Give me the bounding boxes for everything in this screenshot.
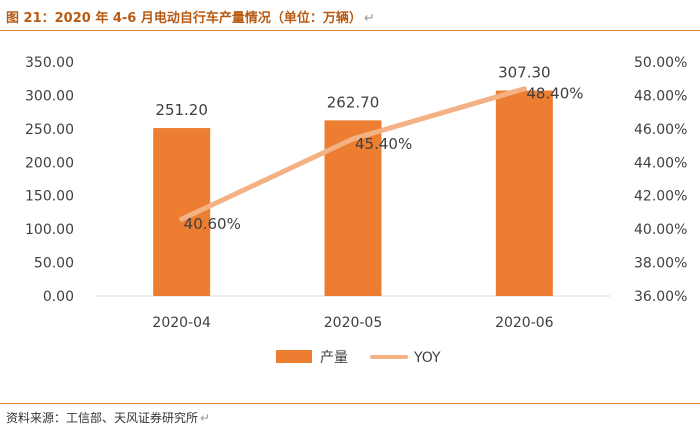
bar-data-label: 251.20 [155, 101, 208, 119]
legend-swatch-bar [276, 350, 312, 363]
left-tick-label: 200.00 [25, 155, 74, 171]
line-data-label: 40.60% [184, 215, 241, 233]
x-tick-label: 2020-04 [152, 315, 211, 331]
source-note: 资料来源：工信部、天风证券研究所 ↵ [6, 409, 210, 426]
right-tick-label: 40.00% [634, 222, 687, 238]
left-tick-label: 300.00 [25, 88, 74, 104]
bar-series [153, 90, 553, 296]
right-tick-label: 50.00% [634, 55, 687, 71]
x-axis: 2020-04 2020-05 2020-06 [152, 315, 553, 331]
line-data-label: 45.40% [355, 135, 412, 153]
x-tick-label: 2020-05 [324, 315, 383, 331]
legend-label-yoy: YOY [413, 350, 441, 366]
figure-header: 图 21：2020 年 4-6 月电动自行车产量情况（单位：万辆） ↵ [0, 0, 700, 34]
left-axis: 0.00 50.00 100.00 150.00 200.00 250.00 300.00 3… [25, 55, 74, 305]
figure-title: 图 21：2020 年 4-6 月电动自行车产量情况（单位：万辆） ↵ [6, 7, 375, 26]
bar [495, 90, 553, 296]
source-note-text: 资料来源：工信部、天风证券研究所 [6, 411, 199, 425]
left-tick-label: 350.00 [25, 55, 74, 71]
chart: 0.00 50.00 100.00 150.00 200.00 250.00 300.00 3… [25, 55, 687, 366]
bar-data-label: 262.70 [327, 93, 380, 111]
line-data-labels: 40.60% 45.40% 48.40% [184, 85, 584, 233]
left-tick-label: 150.00 [25, 189, 74, 205]
right-tick-label: 38.00% [634, 256, 687, 272]
left-tick-label: 0.00 [43, 289, 74, 305]
left-tick-label: 50.00 [34, 256, 74, 272]
right-tick-label: 36.00% [634, 289, 687, 305]
bar-data-labels: 251.20 262.70 307.30 [155, 64, 550, 120]
right-tick-label: 42.00% [634, 189, 687, 205]
bar-data-label: 307.30 [498, 64, 551, 82]
yoy-line [179, 86, 527, 222]
right-axis: 36.00% 38.00% 40.00% 42.00% 44.00% 46.00% 48.0… [634, 55, 687, 305]
legend-label-production: 产量 [320, 350, 348, 366]
right-tick-label: 46.00% [634, 122, 687, 138]
legend: 产量 YOY [276, 350, 441, 366]
figure-title-text: 图 21：2020 年 4-6 月电动自行车产量情况（单位：万辆） [6, 11, 362, 26]
right-tick-label: 48.00% [634, 88, 687, 104]
left-tick-label: 250.00 [25, 122, 74, 138]
line-data-label: 48.40% [526, 85, 583, 103]
source-divider [0, 403, 700, 404]
x-tick-label: 2020-06 [495, 315, 554, 331]
title-divider [0, 30, 700, 31]
return-mark-icon: ↵ [363, 11, 375, 26]
right-tick-label: 44.00% [634, 155, 687, 171]
left-tick-label: 100.00 [25, 222, 74, 238]
source-return-mark-icon: ↵ [200, 411, 211, 425]
